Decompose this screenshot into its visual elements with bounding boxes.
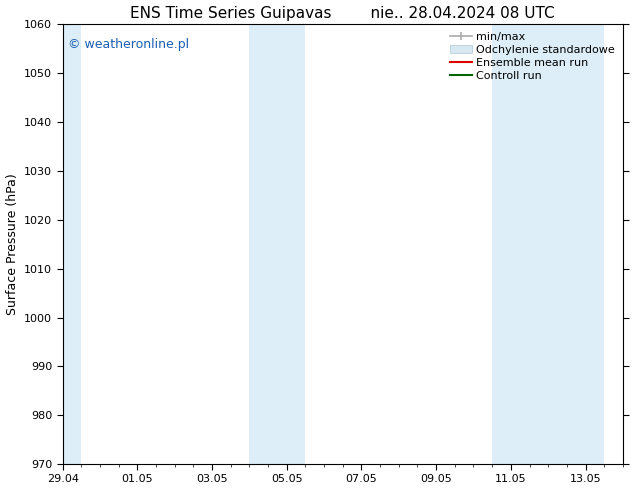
Bar bbox=[63, 24, 81, 464]
Bar bbox=[249, 24, 306, 464]
Text: © weatheronline.pl: © weatheronline.pl bbox=[68, 38, 190, 50]
Y-axis label: Surface Pressure (hPa): Surface Pressure (hPa) bbox=[6, 173, 18, 315]
Title: ENS Time Series Guipavas        nie.. 28.04.2024 08 UTC: ENS Time Series Guipavas nie.. 28.04.202… bbox=[131, 5, 555, 21]
Bar bbox=[492, 24, 604, 464]
Legend: min/max, Odchylenie standardowe, Ensemble mean run, Controll run: min/max, Odchylenie standardowe, Ensembl… bbox=[448, 30, 618, 83]
